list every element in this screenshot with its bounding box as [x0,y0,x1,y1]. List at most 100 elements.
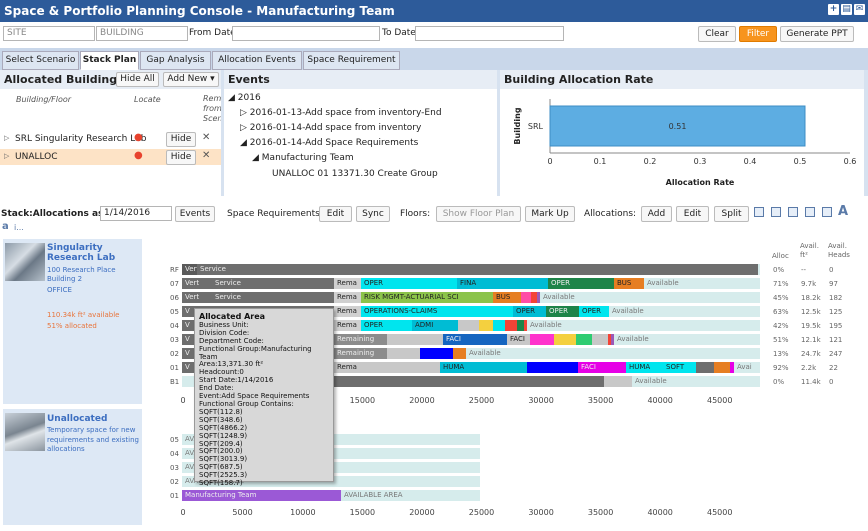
space-req-edit-button[interactable]: Edit [319,206,352,222]
allocation-segment[interactable] [387,348,420,359]
remaining-segment[interactable]: Remaining [334,334,387,345]
oper-segment[interactable]: OPER [579,306,609,317]
faci-segment[interactable]: FACI [443,334,507,345]
stack-date-input[interactable]: 1/14/2016 [100,206,172,221]
from-date-input[interactable] [232,26,380,41]
fina-segment[interactable]: FINA [457,278,548,289]
huma-segment[interactable]: HUMA [626,362,663,373]
allocation-segment[interactable] [537,292,540,303]
more-icon[interactable]: i... [14,223,24,232]
available-area-segment[interactable]: AVAILABLE AREA [341,490,480,501]
building-card-unallocated[interactable]: Unallocated Temporary space for new requ… [3,409,142,525]
service-segment[interactable]: Service [212,278,334,289]
show-floor-plan-button[interactable]: Show Floor Plan [436,206,521,222]
building-card-srl[interactable]: Singularity Research Lab 100 Research Pl… [3,239,142,404]
rema-segment[interactable]: Rema [334,362,404,373]
oper-segment[interactable]: OPER [361,320,412,331]
tab-stack-plan[interactable]: Stack Plan [80,51,139,70]
rema-segment[interactable]: Rema [334,320,361,331]
building-card-name[interactable]: Unallocated [47,414,108,424]
allocation-segment[interactable] [730,362,734,373]
allocation-segment[interactable] [696,362,714,373]
tab-allocation-events[interactable]: Allocation Events [212,51,302,70]
locate-pin-icon[interactable]: ● [134,150,143,161]
allocation-segment[interactable] [404,362,440,373]
font-decrease-icon[interactable]: a [2,221,9,232]
building-row-unalloc[interactable]: ▷ UNALLOC ● Hide ✕ [0,149,221,165]
allocation-segment[interactable] [611,334,614,345]
allocation-segment[interactable] [530,334,554,345]
allocation-segment[interactable] [521,292,531,303]
allocation-segment[interactable] [458,320,479,331]
manufacturing-team-segment[interactable]: Manufacturing Team [182,490,341,501]
legend-icon[interactable] [822,207,832,217]
oper-segment[interactable]: OPER [361,278,457,289]
sync-button[interactable]: Sync [356,206,390,222]
event-detail[interactable]: UNALLOC 01 13371.30 Create Group [272,169,438,179]
allocation-segment[interactable] [420,348,453,359]
available-segment[interactable]: Available [632,376,760,387]
allocation-segment[interactable] [479,320,493,331]
mark-up-button[interactable]: Mark Up [525,206,575,222]
hide-building-button[interactable]: Hide [166,132,196,147]
building-row-srl[interactable]: ▷ SRL Singularity Research Lab ● Hide ✕ [0,131,221,147]
site-input[interactable]: SITE [3,26,95,41]
allocation-segment[interactable] [592,334,608,345]
oper-segment[interactable]: OPER [513,306,546,317]
event-year[interactable]: ◢ 2016 [228,93,261,103]
building-input[interactable]: BUILDING [96,26,188,41]
bus-segment[interactable]: BUS [493,292,521,303]
tab-select-scenario[interactable]: Select Scenario [2,51,79,70]
add-allocation-button[interactable]: Add [641,206,672,222]
allocation-segment[interactable] [517,320,524,331]
expand-all-icon[interactable] [771,207,781,217]
tab-space-requirement[interactable]: Space Requirement [303,51,400,70]
oper-segment[interactable]: OPER [546,306,579,317]
vert-segment[interactable]: Vert [182,278,212,289]
events-button[interactable]: Events [175,206,215,222]
hide-all-button[interactable]: Hide All [116,72,159,87]
available-segment[interactable]: Available [540,292,760,303]
available-segment[interactable]: Available [644,278,760,289]
expand-icon[interactable]: ▷ [4,152,10,160]
font-increase-icon[interactable]: A [838,204,849,219]
remove-icon[interactable]: ✕ [202,132,211,143]
edit-allocation-button[interactable]: Edit [676,206,709,222]
allocation-segment[interactable] [387,334,443,345]
mail-icon[interactable]: ✉ [854,4,865,15]
collapse-all-icon[interactable] [754,207,764,217]
available-segment[interactable]: Available [466,348,760,359]
generate-ppt-button[interactable]: Generate PPT [780,26,854,42]
fit-width-icon[interactable] [788,207,798,217]
clear-button[interactable]: Clear [698,26,736,42]
event-item[interactable]: ◢ 2016-01-14-Add Space Requirements [240,138,419,148]
rema-segment[interactable]: Rema [334,278,361,289]
print-icon[interactable]: ▤ [841,4,852,15]
avai-segment[interactable]: Avai [734,362,760,373]
available-segment[interactable]: Available [609,306,760,317]
allocation-segment[interactable] [524,320,527,331]
filter-button[interactable]: Filter [739,26,777,42]
allocation-segment[interactable] [714,362,730,373]
split-allocation-button[interactable]: Split [714,206,749,222]
allocation-segment[interactable] [334,376,604,387]
locate-pin-icon[interactable]: ● [134,132,143,143]
expand-icon[interactable]: ▷ [4,134,10,142]
allocation-segment[interactable] [604,376,632,387]
service-segment[interactable]: Service [197,264,758,275]
admi-segment[interactable]: ADMI [412,320,458,331]
oper-segment[interactable]: OPER [548,278,614,289]
allocation-segment[interactable] [453,348,466,359]
maximize-icon[interactable]: + [828,4,839,15]
allocation-segment[interactable] [531,292,537,303]
allocation-segment[interactable] [493,320,505,331]
allocation-segment[interactable] [527,362,578,373]
event-group[interactable]: ◢ Manufacturing Team [252,153,354,163]
add-new-button[interactable]: Add New ▾ [163,72,219,87]
allocation-segment[interactable] [505,320,517,331]
rema-segment[interactable]: Rema [334,292,361,303]
faci-segment[interactable]: FACI [507,334,530,345]
remaining-segment[interactable]: Remaining [334,348,387,359]
available-segment[interactable]: Available [527,320,760,331]
soft-segment[interactable]: SOFT [663,362,696,373]
